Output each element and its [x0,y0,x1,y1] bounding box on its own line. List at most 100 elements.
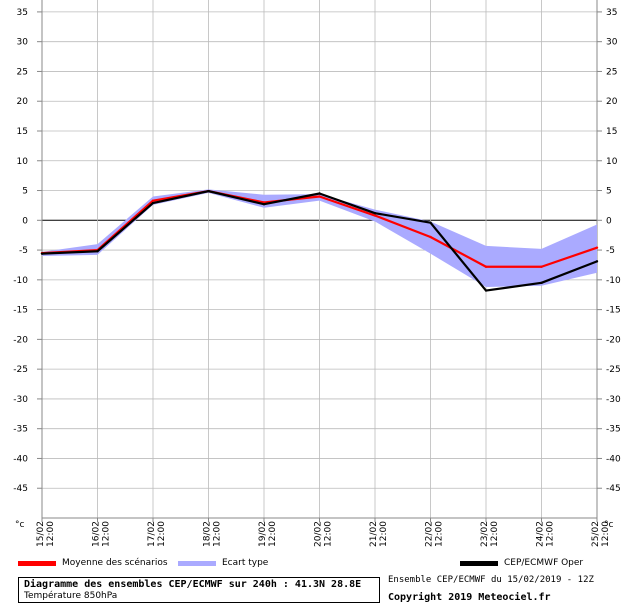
ensemble-chart: 35 30 25 20 15 10 5 0 -5 -10 -15 -20 -25 -30 -35 -40 -45… [13,0,621,547]
x-tick-label: 16/0212:00 [92,521,112,547]
data-point [318,192,321,195]
y-tick-label: 20 [17,97,29,107]
data-point [373,214,377,217]
y-tick-label: 10 [606,157,618,167]
x-tick-label: 23/0212:00 [480,521,500,547]
x-tick-time: 12:00 [46,521,56,547]
y-tick-label: 5 [606,187,612,197]
legend-swatch-black [460,560,498,566]
x-tick-label: 17/0212:00 [147,521,167,547]
y-unit-label: °c [15,520,25,530]
band-area [42,189,597,287]
y-axis-left: 35 30 25 20 15 10 5 0 -5 -10 -15 -20 -25 -30 -35 -40 -45… [13,8,42,530]
legend-swatch-blue [178,560,216,566]
y-tick-label: -20 [13,335,28,345]
x-tick-date: 25/02 [591,521,601,547]
y-tick-label: -40 [606,454,621,464]
data-point [484,265,488,268]
chart-subtitle: Température 850hPa [24,591,118,601]
y-tick-label: 35 [17,8,28,18]
x-tick-time: 12:00 [324,521,334,547]
y-tick-label: -10 [13,276,28,286]
x-tick-date: 24/02 [536,521,546,547]
ecart-type-band [42,189,597,287]
x-tick-time: 12:00 [490,521,500,547]
chart-info-box: Diagramme des ensembles CEP/ECMWF sur 24… [18,577,380,603]
y-tick-label: -20 [606,335,621,345]
legend-oper: CEP/ECMWF Oper [460,558,583,568]
x-tick-date: 19/02 [258,521,268,547]
data-point [373,211,377,215]
y-tick-label: 0 [606,216,612,226]
y-tick-label: -25 [13,365,28,375]
y-tick-label: -35 [606,425,621,435]
x-tick-time: 12:00 [157,521,167,547]
copyright: Copyright 2019 Meteociel.fr [388,592,551,603]
y-tick-label: 25 [606,67,617,77]
data-point [484,289,488,292]
x-tick-label: 21/0212:00 [369,521,389,547]
legend-label-ecart: Ecart type [222,558,269,568]
x-tick-date: 16/02 [92,521,102,547]
x-tick-time: 12:00 [601,521,611,547]
y-tick-label: -40 [13,454,28,464]
data-point [40,252,44,255]
y-tick-label: -5 [19,246,28,256]
x-tick-date: 18/02 [203,521,213,547]
x-tick-date: 21/02 [369,521,379,547]
x-tick-date: 23/02 [480,521,490,547]
data-point [540,265,543,268]
data-point [429,235,432,239]
x-tick-time: 12:00 [213,521,223,547]
y-tick-label: -25 [606,365,621,375]
data-point [595,260,599,263]
legend-label-moyenne: Moyenne des scénarios [62,558,168,568]
x-tick-date: 15/02 [36,521,46,547]
y-tick-label: -45 [606,484,621,494]
y-tick-label: 20 [606,97,618,107]
y-tick-label: -15 [606,306,621,316]
y-tick-label: -5 [606,246,615,256]
x-tick-label: 15/0212:00 [36,521,56,547]
y-tick-label: -15 [13,306,28,316]
data-point [262,203,266,206]
data-point [540,281,543,285]
legend-label-oper: CEP/ECMWF Oper [504,558,584,568]
run-info: Ensemble CEP/ECMWF du 15/02/2019 - 12Z [388,575,594,585]
legend-ecart: Ecart type [178,558,268,568]
x-tick-date: 22/02 [425,521,435,547]
x-tick-time: 12:00 [102,521,112,547]
y-tick-label: 35 [606,8,617,18]
y-tick-label: -10 [606,276,621,286]
data-point [595,246,599,249]
x-tick-time: 12:00 [379,521,389,547]
y-tick-label: -45 [13,484,28,494]
x-tick-label: 18/0212:00 [203,521,223,547]
x-tick-label: 20/0212:00 [314,521,334,547]
data-point [429,221,432,224]
y-axis-right: 35 30 25 20 15 10 5 0 -5 -10 -15 -20 -25 -30 -35 -40 -45… [597,8,621,530]
legend-moyenne: Moyenne des scénarios [18,558,168,568]
data-point [151,199,155,202]
y-tick-label: -30 [606,395,621,405]
y-tick-label: 15 [606,127,617,137]
data-point [207,189,210,193]
x-tick-time: 12:00 [435,521,445,547]
x-tick-date: 17/02 [147,521,157,547]
legend-swatch-red [18,560,56,566]
x-tick-label: 19/0212:00 [258,521,278,547]
y-tick-label: 30 [17,38,29,48]
y-tick-label: 0 [22,216,28,226]
x-tick-label: 24/0212:00 [536,521,556,547]
x-tick-label: 22/0212:00 [425,521,445,547]
y-tick-label: 15 [17,127,28,137]
x-tick-time: 12:00 [546,521,556,547]
data-point [318,195,321,198]
x-tick-time: 12:00 [268,521,278,547]
chart-title: Diagramme des ensembles CEP/ECMWF sur 24… [24,579,362,590]
y-tick-label: -30 [13,395,28,405]
y-tick-label: -35 [13,425,28,435]
y-tick-label: 5 [22,187,28,197]
y-unit-label: °c [604,520,614,530]
y-tick-label: 30 [606,38,618,48]
